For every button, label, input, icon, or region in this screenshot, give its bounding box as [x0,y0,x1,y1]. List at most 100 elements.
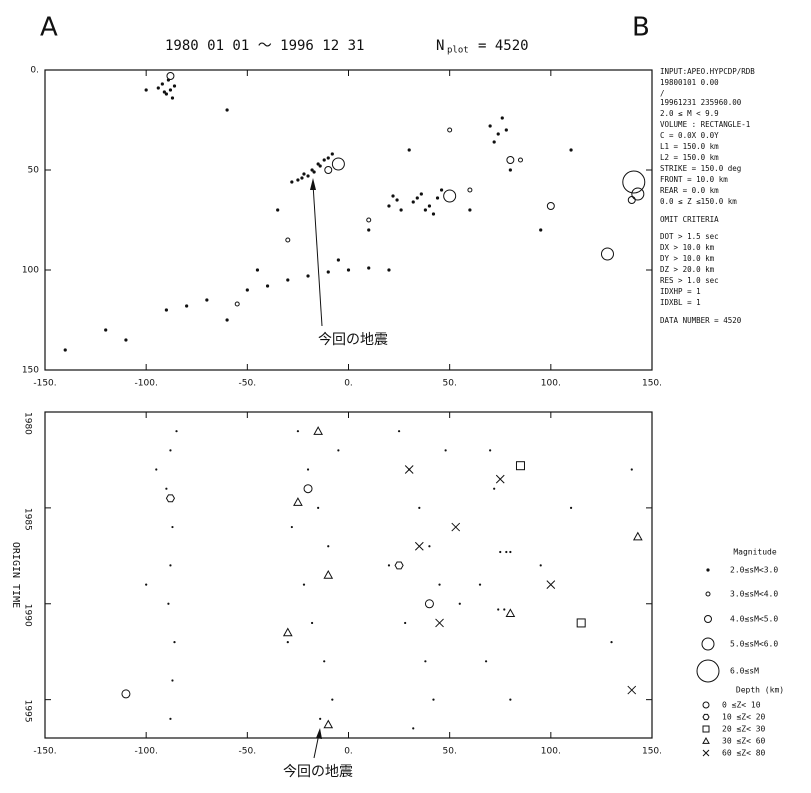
point [407,148,411,152]
point [290,180,294,184]
point [627,196,636,204]
point [500,116,504,120]
point [495,474,505,484]
info-line: DY > 10.0 km [660,254,715,263]
point [412,727,415,730]
n-sub: plot [447,46,469,56]
point [439,188,444,192]
point [173,641,176,644]
point [166,72,175,80]
annotation: 今回の地震 [318,332,388,348]
point [631,187,645,201]
y-tick-label: 150 [22,366,39,376]
info-line: IDXHP = 1 [660,287,701,296]
point [424,660,427,663]
point [322,158,326,162]
point [432,698,435,701]
point [517,157,523,163]
point [164,92,168,96]
point [508,168,512,172]
point [168,88,173,92]
point [302,583,306,586]
point [395,198,399,202]
point [467,187,473,193]
point [156,86,160,90]
point [323,719,334,729]
legend-label: 3.0≤sM<4.0 [730,590,778,599]
period: 1980 01 01 ～ 1996 12 31 [165,38,364,54]
point [317,506,320,509]
plot-frame [44,411,653,739]
point [367,266,371,270]
point [627,685,637,695]
point [539,564,542,567]
point [435,196,440,200]
point [505,608,516,618]
point [205,298,209,302]
x-tick-label: 100. [541,379,561,389]
info-line: 19800101 0.00 [660,78,719,87]
point [285,237,291,243]
point [414,541,424,551]
y-tick-label: 1980 [23,412,33,435]
info-line: IDXBL = 1 [660,298,701,307]
point [492,140,496,144]
point [165,487,168,490]
legend-label: 4.0≤sM<5.0 [730,615,778,624]
point [319,717,322,720]
point [444,449,447,452]
x-tick-label: 100. [541,747,561,757]
point [478,583,482,586]
point [515,461,525,471]
point [310,621,314,625]
point [265,284,270,288]
point [169,717,172,720]
x-tick-label: 0. [344,379,353,389]
point [282,627,293,637]
point [121,689,131,699]
point [313,426,323,435]
point [435,618,444,628]
legend-label: 20 ≤Z< 30 [722,725,766,734]
point [164,308,168,312]
point [367,228,371,232]
point [443,189,457,203]
point [331,698,334,701]
point [447,127,453,133]
info-line: C = 0.0X 0.0Y [660,131,719,140]
legend-symbol [702,713,710,721]
info-line: 2.0 ≤ M < 9.9 [660,109,719,118]
info-line: 19961231 235960.00 [660,98,742,107]
point [310,168,314,172]
point [245,288,249,292]
point [104,328,108,332]
point [145,583,148,586]
point [493,487,496,490]
point [366,217,372,223]
point [509,550,512,554]
y-tick-label: 1995 [23,700,33,723]
point [387,268,391,272]
point [326,156,330,160]
point [346,268,351,272]
point [427,204,432,208]
point [306,174,310,178]
point [171,525,174,529]
point [312,170,316,174]
point [630,468,633,471]
point [418,506,421,509]
info-line: DOT > 1.5 sec [660,232,719,241]
point [327,545,330,548]
arrow [312,183,323,327]
point [539,228,543,232]
legend-title: Magnitude [733,548,777,557]
point [458,602,461,605]
n-value: = 4520 [478,38,529,54]
legend-label: 30 ≤Z< 60 [722,737,766,746]
point [303,484,313,494]
point [504,128,508,132]
point [415,196,419,200]
legend-title: Depth (km) [736,686,784,695]
point [225,318,229,322]
info-line: REAR = 0.0 km [660,186,719,195]
